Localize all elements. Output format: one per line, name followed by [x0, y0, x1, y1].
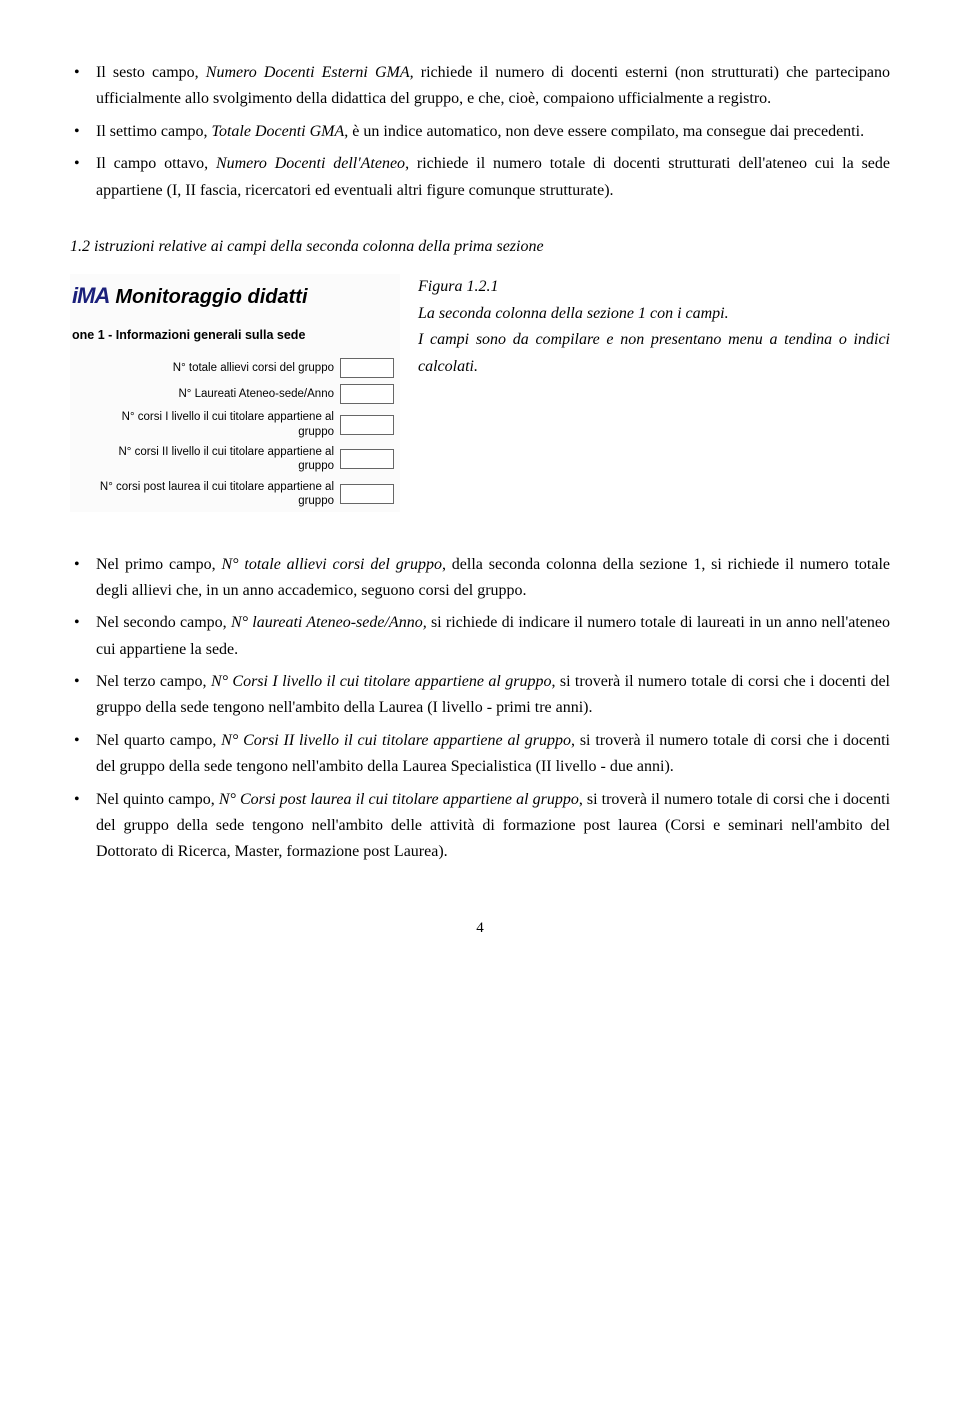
- figure-caption: Figura 1.2.1 La seconda colonna della se…: [418, 274, 890, 380]
- text: Nel primo campo,: [96, 556, 221, 573]
- form-field: N° corsi post laurea il cui titolare app…: [70, 477, 400, 512]
- form-field: N° totale allievi corsi del gruppo: [70, 355, 400, 381]
- text: Il campo ottavo,: [96, 155, 216, 172]
- figure-title: Monitoraggio didatti: [115, 281, 307, 314]
- caption-line: La seconda colonna della sezione 1 con i…: [418, 301, 890, 327]
- caption-line: I campi sono da compilare e non presenta…: [418, 327, 890, 380]
- field-input[interactable]: [340, 484, 394, 504]
- top-bullet-list: Il sesto campo, Numero Docenti Esterni G…: [70, 60, 890, 204]
- form-field: N° corsi I livello il cui titolare appar…: [70, 407, 400, 442]
- page-number: 4: [70, 916, 890, 941]
- field-input[interactable]: [340, 384, 394, 404]
- text-italic: Numero Docenti dell'Ateneo: [216, 155, 405, 172]
- text-italic: N° laureati Ateneo-sede/Anno,: [231, 614, 427, 631]
- text-italic: N° totale allievi corsi del gruppo: [221, 556, 441, 573]
- logo-text: iMA: [72, 278, 109, 314]
- text: Nel quarto campo,: [96, 732, 221, 749]
- section-heading: 1.2 istruzioni relative ai campi della s…: [70, 234, 890, 260]
- bottom-bullet-list: Nel primo campo, N° totale allievi corsi…: [70, 552, 890, 866]
- field-label: N° corsi I livello il cui titolare appar…: [94, 410, 340, 439]
- list-item: Nel primo campo, N° totale allievi corsi…: [70, 552, 890, 605]
- text: Il settimo campo,: [96, 123, 212, 140]
- text-italic: N° Corsi post laurea il cui titolare app…: [219, 791, 579, 808]
- list-item: Il settimo campo, Totale Docenti GMA, è …: [70, 119, 890, 145]
- figure-image: iMA Monitoraggio didatti one 1 - Informa…: [70, 274, 400, 511]
- text-italic: Totale Docenti GMA: [212, 123, 345, 140]
- field-input[interactable]: [340, 449, 394, 469]
- text: Nel quinto campo,: [96, 791, 219, 808]
- text-italic: N° Corsi II livello il cui titolare appa…: [221, 732, 571, 749]
- field-input[interactable]: [340, 358, 394, 378]
- field-label: N° corsi post laurea il cui titolare app…: [94, 480, 340, 509]
- list-item: Il sesto campo, Numero Docenti Esterni G…: [70, 60, 890, 113]
- text: Il sesto campo,: [96, 64, 206, 81]
- field-input[interactable]: [340, 415, 394, 435]
- form-field: N° corsi II livello il cui titolare appa…: [70, 442, 400, 477]
- figure-row: iMA Monitoraggio didatti one 1 - Informa…: [70, 274, 890, 511]
- figure-header: iMA Monitoraggio didatti: [70, 274, 400, 320]
- text-italic: Numero Docenti Esterni GMA,: [206, 64, 414, 81]
- field-label: N° corsi II livello il cui titolare appa…: [94, 445, 340, 474]
- form-field: N° Laureati Ateneo-sede/Anno: [70, 381, 400, 407]
- list-item: Nel secondo campo, N° laureati Ateneo-se…: [70, 610, 890, 663]
- list-item: Nel terzo campo, N° Corsi I livello il c…: [70, 669, 890, 722]
- field-label: N° totale allievi corsi del gruppo: [173, 361, 340, 375]
- list-item: Nel quinto campo, N° Corsi post laurea i…: [70, 787, 890, 866]
- text: , è un indice automatico, non deve esser…: [344, 123, 864, 140]
- text: Nel secondo campo,: [96, 614, 231, 631]
- text: Nel terzo campo,: [96, 673, 211, 690]
- field-label: N° Laureati Ateneo-sede/Anno: [179, 387, 341, 401]
- list-item: Il campo ottavo, Numero Docenti dell'Ate…: [70, 151, 890, 204]
- figure-subheader: one 1 - Informazioni generali sulla sede: [70, 321, 400, 356]
- figure-ref: Figura 1.2.1: [418, 274, 890, 300]
- list-item: Nel quarto campo, N° Corsi II livello il…: [70, 728, 890, 781]
- text-italic: N° Corsi I livello il cui titolare appar…: [211, 673, 552, 690]
